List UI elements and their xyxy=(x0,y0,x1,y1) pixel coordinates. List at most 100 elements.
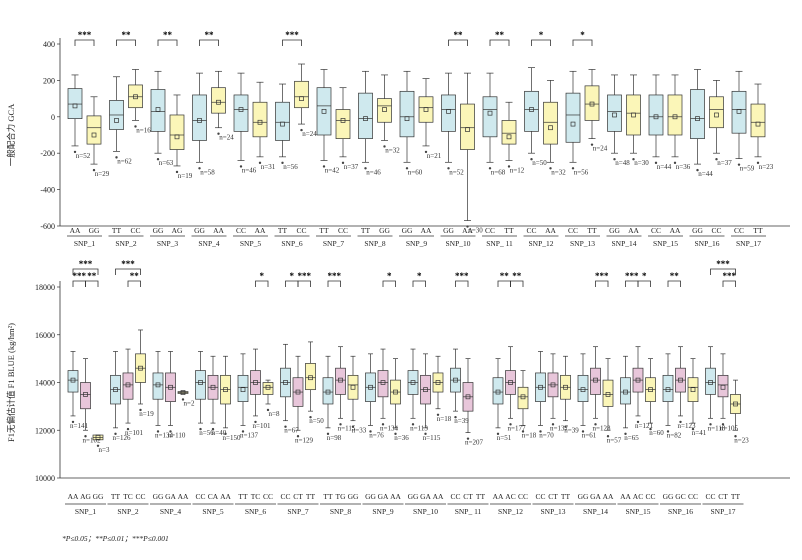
mean-marker xyxy=(155,382,161,388)
genotype-label: GG xyxy=(89,226,100,235)
genotype-label: AA xyxy=(620,492,631,501)
mean-marker xyxy=(435,380,441,385)
genotype-label: TG xyxy=(336,492,347,501)
sample-size-label: n=40 xyxy=(212,429,227,437)
genotype-label: CC xyxy=(651,226,661,235)
sample-size-label: n=30 xyxy=(634,159,649,167)
significance-label: * xyxy=(539,30,544,40)
box-aa xyxy=(492,377,504,405)
outlier-point xyxy=(211,427,215,431)
mean-marker xyxy=(393,389,398,395)
mean-marker xyxy=(83,392,88,397)
genotype-label: CC xyxy=(263,492,273,501)
sample-size-label: n=32 xyxy=(385,146,400,154)
gca-boxplot-panel: -600 -400 -200 0 200 400 一般配合力 GCA AA n=52 GG n=29… xyxy=(6,30,790,248)
significance-label: *** xyxy=(716,259,730,269)
outlier-point xyxy=(241,430,245,433)
snp-label: SNP_3 xyxy=(157,239,179,248)
genotype-label: GG xyxy=(93,492,104,501)
y-tick-label: 18000 xyxy=(35,283,55,292)
mean-marker xyxy=(520,394,526,400)
box-gg xyxy=(347,374,359,400)
significance-label: *** xyxy=(595,271,609,281)
mean-marker xyxy=(114,118,119,123)
mean-marker xyxy=(755,121,761,127)
sample-size-label: n=141 xyxy=(70,422,88,430)
genotype-label: TC xyxy=(251,492,261,501)
sample-size-label: n=50 xyxy=(309,417,324,425)
outlier-point xyxy=(341,161,345,165)
genotype-label: CC xyxy=(711,226,721,235)
genotype-label: TC xyxy=(123,492,133,501)
sample-size-label: n=110 xyxy=(168,431,186,439)
sample-size-label: n=52 xyxy=(76,152,91,160)
genotype-label: AA xyxy=(220,492,231,501)
outlier-point xyxy=(632,158,635,161)
mean-marker xyxy=(678,377,683,383)
outlier-point xyxy=(281,161,284,165)
significance-bracket xyxy=(572,39,593,46)
genotype-label: CT xyxy=(463,492,473,501)
mean-marker xyxy=(325,389,331,395)
sample-size-label: n=42 xyxy=(325,166,340,174)
genotype-label: AA xyxy=(545,226,556,235)
significance-label: * xyxy=(260,271,265,281)
mean-marker xyxy=(299,96,304,101)
outlier-point xyxy=(254,420,257,424)
mean-marker xyxy=(382,107,387,112)
y-tick-label: 14000 xyxy=(35,379,55,388)
sample-size-label: n=21 xyxy=(427,152,442,160)
outlier-point xyxy=(721,423,725,426)
genotype-label: TT xyxy=(753,226,763,235)
sample-size-label: n=68 xyxy=(491,168,506,176)
genotype-label: TT xyxy=(319,226,329,235)
mean-marker xyxy=(423,107,429,112)
mean-marker xyxy=(589,101,595,107)
sample-size-label: n=67 xyxy=(284,427,299,435)
genotype-label: AA xyxy=(255,226,266,235)
outlier-point xyxy=(411,423,415,426)
genotype-label: CC xyxy=(195,492,205,501)
sample-size-label: n=76 xyxy=(369,431,384,439)
genotype-label: TT xyxy=(561,492,571,501)
box-aa xyxy=(602,379,614,407)
genotype-label: GA xyxy=(378,492,389,501)
mean-marker xyxy=(404,116,410,121)
outlier-point xyxy=(636,420,640,424)
significance-bracket xyxy=(510,280,524,287)
mean-marker xyxy=(690,387,696,393)
box-ag xyxy=(169,114,185,150)
outlier-point xyxy=(679,420,682,424)
sample-size-label: n=121 xyxy=(635,422,653,430)
mean-marker xyxy=(113,387,118,393)
mean-marker xyxy=(570,121,576,127)
sample-size-label: n=65 xyxy=(624,434,639,442)
outlier-point xyxy=(571,167,575,170)
significance-label: * xyxy=(387,271,392,281)
mean-marker xyxy=(308,375,313,381)
sample-size-label: n=23 xyxy=(759,163,774,171)
snp-label: SNP_6 xyxy=(281,239,303,248)
snp-label: SNP_1 xyxy=(74,239,96,248)
sample-size-label: n=46 xyxy=(366,168,381,176)
sample-size-label: n=41 xyxy=(692,429,707,437)
outlier-point xyxy=(139,408,142,412)
mean-marker xyxy=(733,401,738,407)
significance-bracket xyxy=(625,280,639,287)
sample-size-label: n=60 xyxy=(408,168,423,176)
box-ct xyxy=(717,374,729,398)
outlier-point xyxy=(115,156,118,159)
genotype-label: CC xyxy=(688,492,698,501)
outlier-point xyxy=(71,420,75,424)
sample-size-label: n=137 xyxy=(240,431,258,439)
box-ga xyxy=(590,367,601,395)
box-cc xyxy=(482,96,498,138)
mean-marker xyxy=(508,380,513,385)
box-tt xyxy=(305,363,316,391)
sample-size-label: n=36 xyxy=(676,163,691,171)
sample-size-label: n=52 xyxy=(449,168,464,176)
box-aa xyxy=(626,94,641,136)
significance-bracket xyxy=(255,280,269,287)
sample-size-label: n=57 xyxy=(607,436,622,444)
outlier-point xyxy=(530,158,533,161)
